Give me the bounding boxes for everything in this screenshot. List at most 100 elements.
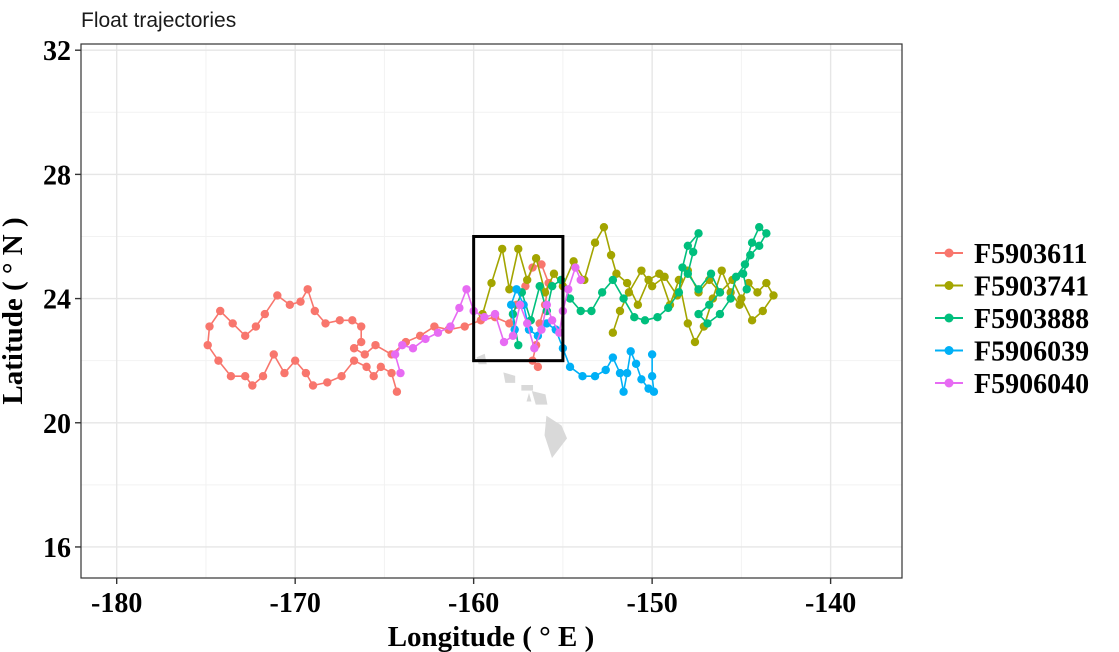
legend-label: F5903888 [974,304,1089,335]
highlight-box [472,234,565,363]
data-point [637,266,646,275]
data-point [357,322,366,331]
y-tick-label: 20 [43,409,71,440]
data-point [708,294,718,303]
legend-key-dot [944,313,954,323]
legend-item: F5906039 [935,337,1089,368]
x-tick-label: -140 [805,588,856,619]
data-point [480,313,489,322]
data-point [499,337,509,347]
data-point [290,356,300,365]
data-point [226,371,236,381]
data-point [578,371,587,381]
data-point [216,306,225,316]
y-axis-title: Latitude ( ° N ) [0,217,29,404]
data-point [649,387,659,396]
data-point [280,368,289,378]
data-point [549,269,559,278]
island-shape [476,353,487,365]
data-point [624,288,634,297]
data-point [228,319,237,328]
y-tick-label: 32 [43,36,71,67]
data-point [296,297,305,306]
data-point [505,319,514,328]
data-point [622,368,632,378]
data-point [390,350,400,359]
data-point [323,378,332,387]
legend-key-dot [944,248,954,258]
data-point [308,381,318,390]
island-shape [526,393,532,402]
data-point [608,353,618,362]
data-point [214,356,223,365]
data-point [565,294,575,303]
data-point [660,272,669,282]
data-point [392,387,402,396]
data-point [337,371,346,381]
data-point [597,288,607,297]
legend-item: F5903888 [935,304,1089,335]
data-point [348,316,357,325]
data-point [387,368,396,378]
island-shape [531,391,548,405]
y-tick-label: 24 [43,285,71,316]
data-point [694,309,703,319]
x-axis-title: Longitude ( ° E ) [388,621,595,652]
data-point [631,359,641,368]
data-point [446,322,455,331]
data-point [349,356,359,365]
data-point [630,313,639,322]
data-point [515,300,525,309]
data-point [512,285,521,294]
data-point [349,344,359,353]
data-point [747,238,757,247]
data-point [619,294,628,303]
data-point [241,331,250,341]
data-point [487,278,496,288]
x-tick-label: -160 [448,588,499,619]
data-point [717,266,726,275]
data-point [369,371,378,381]
island-shape [544,415,568,458]
data-point [590,238,600,247]
data-point [601,365,610,375]
data-point [408,344,418,353]
data-point [678,263,687,272]
y-axis-ticks: 16 20 24 28 32 [43,36,81,564]
data-point [506,300,516,309]
data-point [273,291,282,300]
data-point [540,288,550,297]
data-point [362,362,371,372]
legend-label: F5906040 [974,369,1089,400]
data-point [522,275,532,285]
data-point [762,278,771,288]
data-point [755,222,764,232]
data-point [622,278,632,288]
data-point [647,350,657,359]
data-point [694,229,703,238]
data-point [301,368,311,378]
data-point [530,344,539,353]
data-point [644,275,653,285]
data-point [203,340,212,350]
data-point [537,325,546,334]
data-point [746,250,755,260]
legend-key-dot [944,346,954,355]
x-tick-label: -170 [270,588,321,619]
legend-item: F5903741 [935,272,1089,303]
data-point [360,350,369,359]
data-point [335,316,344,325]
data-point [505,285,514,294]
data-point [615,306,625,316]
data-point [663,303,673,313]
data-point [498,244,507,254]
data-point [396,368,405,378]
legend-label: F5903741 [974,272,1089,303]
data-point [537,260,546,269]
data-point [533,362,543,372]
data-point [241,371,250,381]
data-point [688,247,698,257]
data-point [490,309,500,319]
series-F5903611 [203,260,553,396]
